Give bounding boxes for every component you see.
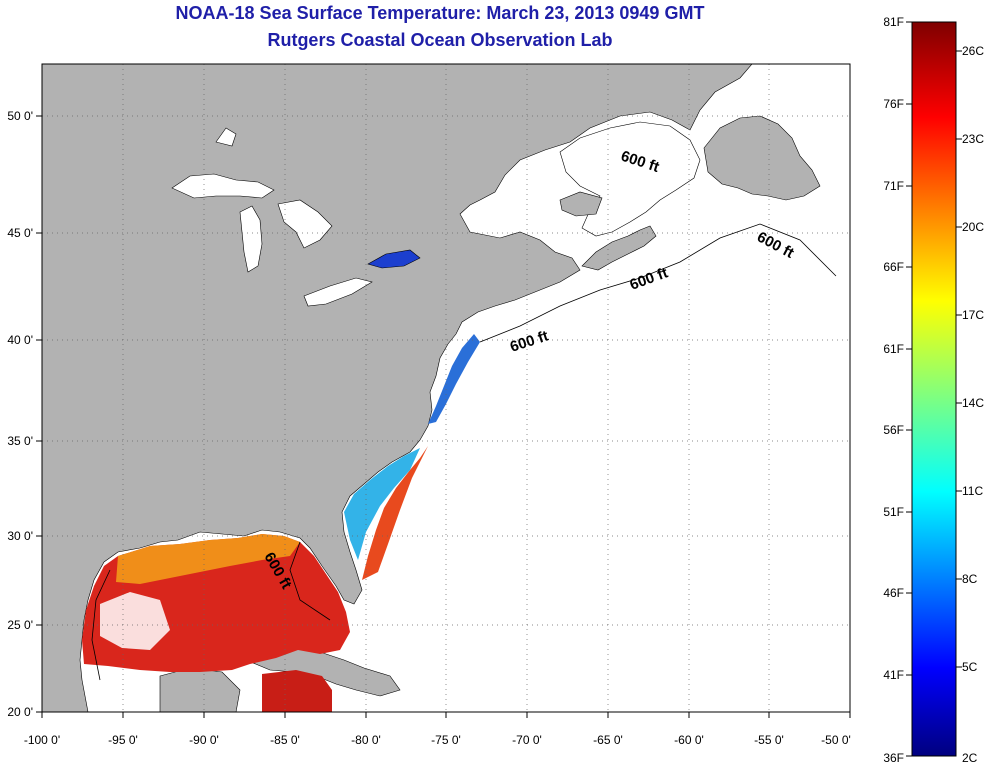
- lon-tick-label: -75 0': [431, 733, 461, 747]
- colorbar-c-label: 8C: [962, 572, 978, 586]
- lake-ontario: [367, 249, 421, 269]
- lon-tick-label: -80 0': [351, 733, 381, 747]
- lake-huron: [277, 199, 333, 249]
- depth-contour-600ft: [479, 223, 837, 343]
- colorbar-f-label: 41F: [883, 668, 904, 682]
- land-newfoundland: [703, 115, 821, 201]
- land-gaspe: [559, 191, 603, 217]
- sst-gulf-cloud: [100, 592, 170, 650]
- colorbar-f-label: 56F: [883, 423, 904, 437]
- colorbar-c-label: 23C: [962, 132, 984, 146]
- lon-axis: -100 0' -95 0' -90 0' -85 0' -80 0' -75 …: [24, 712, 851, 747]
- lake-superior: [171, 173, 275, 199]
- map-grid: [42, 64, 850, 712]
- depth-contour-gulf: [91, 541, 331, 681]
- lake-michigan: [239, 205, 263, 273]
- colorbar-f-label: 51F: [883, 505, 904, 519]
- sst-gulf-north-band: [116, 534, 300, 584]
- colorbar-c-label: 2C: [962, 751, 978, 765]
- hudson-bay-lake: [215, 127, 237, 147]
- sst-mid-atlantic-shelf: [428, 334, 480, 424]
- colorbar-c-label: 20C: [962, 220, 984, 234]
- land-north-america: [42, 64, 753, 712]
- colorbar-c-label: 11C: [962, 484, 983, 498]
- lat-tick-label: 45 0': [7, 226, 33, 240]
- colorbar-f-label: 66F: [883, 260, 904, 274]
- colorbar-gradient: [911, 21, 957, 757]
- lat-tick-label: 30 0': [7, 529, 33, 543]
- map-subtitle: Rutgers Coastal Ocean Observation Lab: [267, 30, 613, 50]
- lon-tick-label: -70 0': [512, 733, 542, 747]
- colorbar-c-label: 14C: [962, 396, 984, 410]
- sst-gulf-stream: [362, 446, 428, 580]
- lon-tick-label: -60 0': [674, 733, 704, 747]
- lat-tick-label: 35 0': [7, 434, 33, 448]
- lat-tick-label: 25 0': [7, 618, 33, 632]
- sst-carolina-shelf: [344, 448, 420, 560]
- colorbar-c-label: 26C: [962, 44, 984, 58]
- lat-tick-label: 50 0': [7, 109, 33, 123]
- lat-tick-label: 40 0': [7, 333, 33, 347]
- colorbar: 81F 76F 71F 66F 61F 56F 51F 46F 41F 36F …: [883, 15, 984, 765]
- lon-tick-label: -85 0': [270, 733, 300, 747]
- lon-tick-label: -65 0': [593, 733, 623, 747]
- colorbar-f-label: 81F: [883, 15, 904, 29]
- colorbar-f-label: 71F: [883, 179, 904, 193]
- colorbar-c-label: 5C: [962, 660, 978, 674]
- lon-tick-label: -95 0': [108, 733, 138, 747]
- colorbar-c-label: 17C: [962, 308, 984, 322]
- lon-tick-label: -55 0': [754, 733, 784, 747]
- lat-tick-label: 20 0': [7, 705, 33, 719]
- lon-tick-label: -100 0': [24, 733, 60, 747]
- lon-tick-label: -50 0': [821, 733, 851, 747]
- land-nova-scotia: [581, 225, 657, 271]
- sst-caribbean: [262, 670, 332, 712]
- colorbar-f-label: 61F: [883, 342, 904, 356]
- colorbar-f-label: 46F: [883, 586, 904, 600]
- colorbar-f-label: 76F: [883, 97, 904, 111]
- colorbar-f-label: 36F: [883, 751, 904, 765]
- lake-erie: [303, 277, 373, 307]
- map-title: NOAA-18 Sea Surface Temperature: March 2…: [175, 3, 705, 23]
- lat-axis: 50 0' 45 0' 40 0' 35 0' 30 0' 25 0' 20 0…: [7, 109, 42, 719]
- lon-tick-label: -90 0': [189, 733, 219, 747]
